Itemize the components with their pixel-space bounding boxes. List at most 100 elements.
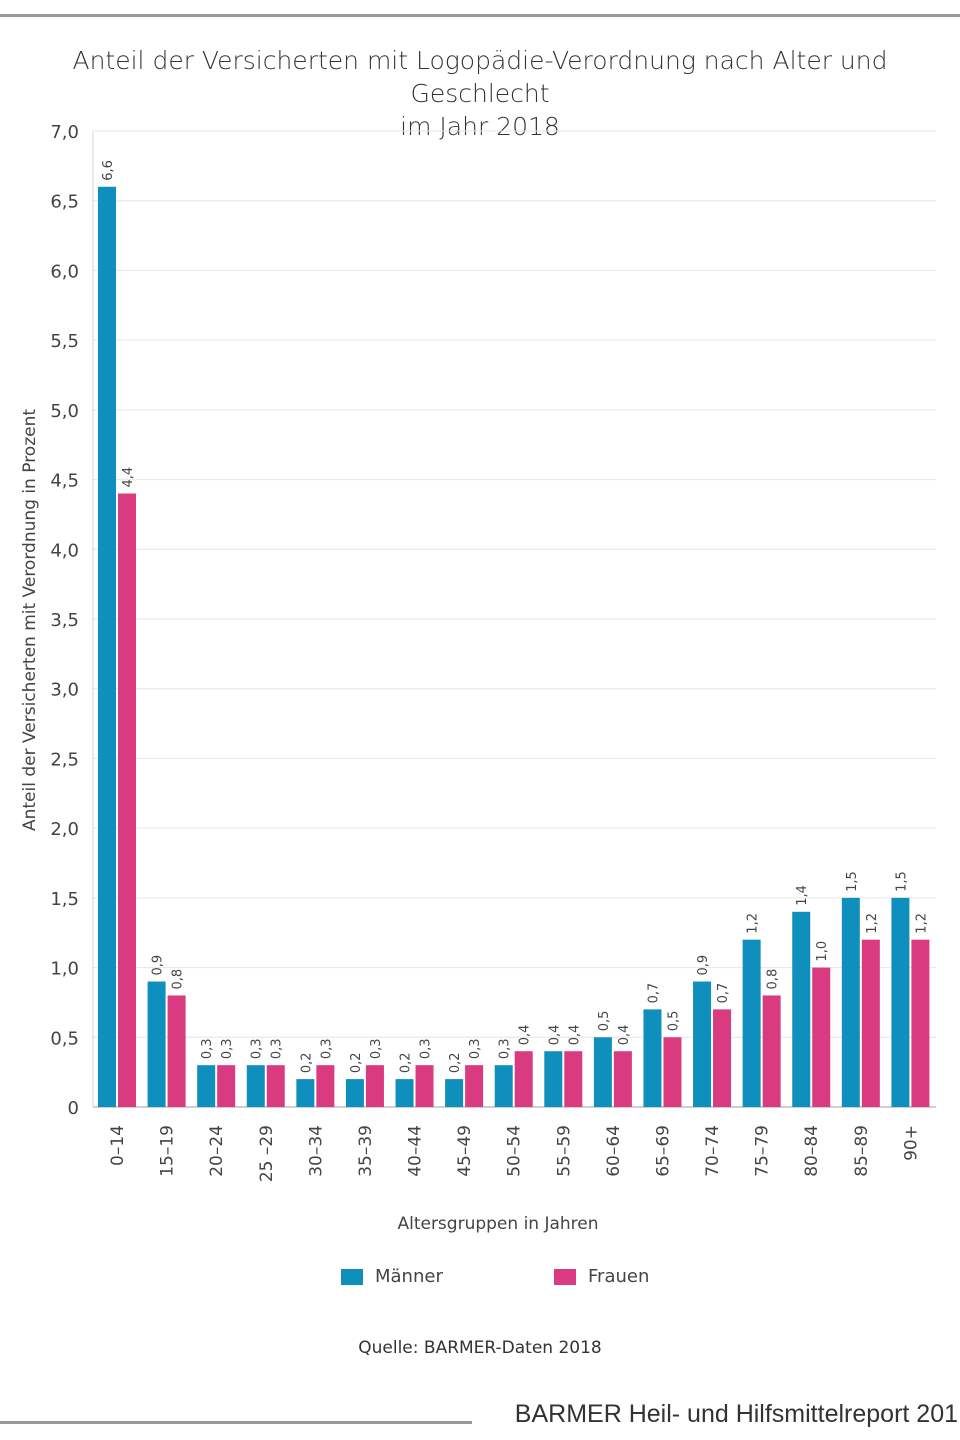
data-label: 0,3 [270,1038,285,1059]
x-tick-label: 70–74 [703,1125,723,1177]
bar-frauen [812,967,831,1107]
y-tick-label: 4,0 [50,540,79,561]
legend-label-frauen: Frauen [588,1266,650,1287]
bar-frauen [762,995,781,1107]
y-tick-label: 0 [68,1098,79,1119]
x-tick-label: 45–49 [455,1125,475,1177]
bar-frauen [861,939,880,1107]
y-tick-label: 2,5 [50,749,79,770]
y-tick-label: 5,0 [50,401,79,422]
data-label: 0,7 [716,983,731,1004]
bar-maenner [445,1079,464,1107]
bar-maenner [891,897,910,1107]
data-label: 6,6 [101,160,116,181]
y-tick-label: 5,5 [50,331,79,352]
x-tick-label: 20–24 [207,1125,227,1177]
y-tick-label: 1,5 [50,889,79,910]
data-label: 0,3 [468,1038,483,1059]
data-label: 0,3 [200,1038,215,1059]
x-tick-label: 15–19 [158,1125,178,1177]
bar-maenner [197,1065,216,1107]
y-tick-label: 4,5 [50,471,79,492]
data-label: 0,2 [349,1052,364,1073]
data-label: 0,4 [567,1025,582,1046]
data-label: 0,3 [250,1038,265,1059]
data-label: 0,8 [171,969,186,990]
data-label: 1,5 [845,871,860,892]
x-tick-label: 35–39 [356,1125,376,1177]
bar-frauen [167,995,186,1107]
x-tick-label: 65–69 [653,1125,673,1177]
data-label: 0,3 [419,1038,434,1059]
bar-maenner [544,1051,563,1107]
data-label: 1,5 [894,871,909,892]
bar-frauen [118,493,136,1107]
data-label: 0,5 [597,1011,612,1032]
bar-maenner [395,1079,414,1107]
legend-swatch-frauen [554,1268,576,1285]
bar-maenner [246,1065,265,1107]
data-label: 1,2 [865,913,880,934]
bottom-rule [0,1421,472,1424]
top-rule [0,14,960,17]
data-label: 0,4 [547,1025,562,1046]
bar-maenner [98,186,116,1107]
bar-maenner [593,1037,612,1107]
bar-maenner [693,981,712,1107]
bar-maenner [643,1009,662,1107]
chart-title: Anteil der Versicherten mit Logopädie-Ve… [0,44,960,143]
bar-chart: 0 0,5 1,0 1,5 2,0 2,5 3,0 3,5 4,0 4,5 5,0 5,5 6,0 6,5… [50,122,936,1182]
data-label: 0,3 [220,1038,235,1059]
x-tick-label: 50–54 [505,1125,525,1177]
data-label: 0,2 [299,1052,314,1073]
y-tick-label: 6,5 [50,192,79,213]
y-tick-label: 1,0 [50,959,79,980]
data-label: 0,4 [518,1025,533,1046]
data-label: 0,9 [151,955,166,976]
y-axis-label: Anteil der Versicherten mit Verordnung i… [20,408,40,832]
bar-frauen [514,1051,533,1107]
x-tick-label: 0–14 [108,1125,128,1166]
bar-frauen [365,1065,384,1107]
chart-title-line-1: Anteil der Versicherten mit Logopädie-Ve… [72,46,888,108]
bar-frauen [564,1051,583,1107]
x-axis-label: Altersgruppen in Jahren [397,1214,599,1234]
data-label: 1,2 [746,913,761,934]
x-tick-label: 55–59 [554,1125,574,1177]
bar-frauen [266,1065,285,1107]
x-tick-label: 75–79 [753,1125,773,1177]
data-label: 0,9 [696,955,711,976]
data-label: 0,3 [319,1038,334,1059]
legend-item-frauen: Frauen [554,1266,649,1287]
bar-maenner [296,1079,315,1107]
data-label: 0,4 [617,1025,632,1046]
bar-frauen [415,1065,434,1107]
data-label: 0,2 [448,1052,463,1073]
y-tick-label: 7,0 [50,122,79,143]
legend-swatch-maenner [341,1268,363,1285]
x-tick-label: 60–64 [604,1125,624,1177]
x-tick-label: 90+ [901,1125,921,1161]
x-tick-label: 25 –29 [257,1125,277,1182]
data-label: 0,2 [399,1052,414,1073]
bar-maenner [147,981,166,1107]
x-tick-label: 30–34 [306,1125,326,1177]
y-tick-label: 3,0 [50,680,79,701]
legend-label-maenner: Männer [375,1266,443,1287]
x-tick-label: 80–84 [802,1125,822,1177]
bar-frauen [217,1065,236,1107]
bar-frauen [316,1065,335,1107]
data-label: 1,4 [795,885,810,906]
footer-title: BARMER Heil- und Hilfsmittelreport 201 [514,1400,958,1428]
bar-frauen [613,1051,632,1107]
source-note: Quelle: BARMER-Daten 2018 [358,1338,602,1358]
data-label: 0,8 [766,969,781,990]
data-label: 0,3 [369,1038,384,1059]
bar-maenner [841,897,860,1107]
data-label: 1,0 [815,941,830,962]
data-label: 0,3 [498,1038,513,1059]
bar-frauen [465,1065,484,1107]
data-label: 0,7 [646,983,661,1004]
bar-frauen [713,1009,732,1107]
bar-maenner [345,1079,364,1107]
